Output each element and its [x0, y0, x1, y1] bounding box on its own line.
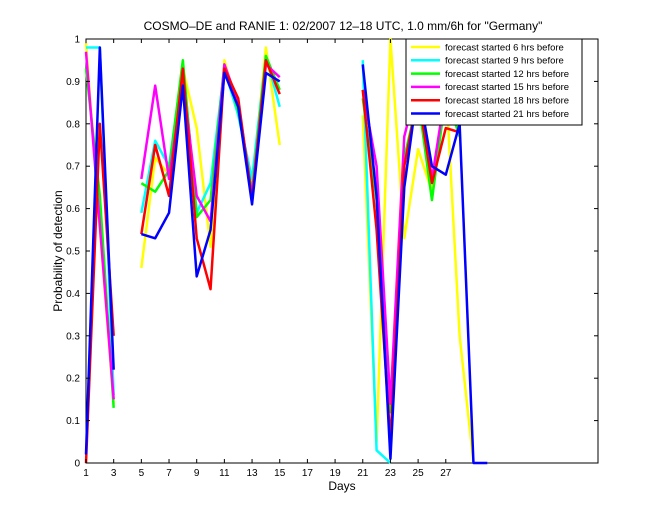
legend-entry-1: forecast started 6 hrs before: [445, 42, 564, 53]
y-tick-label: 0.5: [66, 247, 80, 258]
legend-entry-5: forecast started 18 hrs before: [445, 96, 569, 107]
x-tick-label: 3: [111, 468, 117, 479]
x-axis-label: Days: [328, 479, 355, 493]
x-tick-label: 11: [219, 468, 230, 479]
x-tick-label: 7: [166, 468, 172, 479]
x-tick-label: 19: [330, 468, 342, 479]
y-tick-label: 0.7: [66, 162, 80, 173]
legend-entry-4: forecast started 15 hrs before: [445, 82, 569, 93]
legend-box: [405, 38, 583, 126]
y-tick-label: 1: [74, 35, 80, 46]
x-tick-label: 17: [302, 468, 314, 479]
series-layer: [84, 37, 488, 465]
x-axis: 1 3 5 7 9 11 13 15 17 19 21 23 25 27: [83, 39, 452, 479]
series-line-6-segment-3: [361, 64, 488, 465]
series-line-6-segment-1: [84, 46, 115, 455]
chart-title: COSMO–DE and RANIE 1: 02/2007 12–18 UTC,…: [144, 19, 543, 33]
legend-entry-2: forecast started 9 hrs before: [445, 56, 564, 67]
y-axis-label: Probability of detection: [51, 190, 65, 311]
x-tick-label: 9: [194, 468, 200, 479]
x-tick-label: 25: [413, 468, 425, 479]
y-tick-label: 0.2: [66, 374, 80, 385]
x-tick-label: 13: [246, 468, 258, 479]
x-tick-label: 5: [139, 468, 145, 479]
y-tick-label: 0.8: [66, 119, 80, 130]
x-tick-label: 1: [83, 468, 89, 479]
legend: forecast started 6 hrs before forecast st…: [405, 38, 583, 126]
x-tick-label: 15: [274, 468, 286, 479]
y-tick-label: 0.6: [66, 204, 80, 215]
x-tick-label: 21: [357, 468, 369, 479]
y-tick-label: 0.9: [66, 77, 80, 88]
series-line-2-segment-3: [361, 60, 392, 464]
y-axis: 0 0.1 0.2 0.3 0.4 0.5 0.6 0.7 0.8 0.9 1: [66, 35, 598, 470]
series-line-6-segment-2: [140, 71, 281, 278]
y-tick-label: 0.1: [66, 416, 80, 427]
y-tick-label: 0: [74, 459, 80, 470]
series-line-4-segment-1: [84, 51, 115, 400]
x-tick-label: 27: [440, 468, 452, 479]
y-tick-label: 0.3: [66, 331, 80, 342]
y-tick-label: 0.4: [66, 289, 80, 300]
legend-entry-3: forecast started 12 hrs before: [445, 69, 569, 80]
legend-entry-6: forecast started 21 hrs before: [445, 109, 569, 120]
x-tick-label: 23: [385, 468, 397, 479]
